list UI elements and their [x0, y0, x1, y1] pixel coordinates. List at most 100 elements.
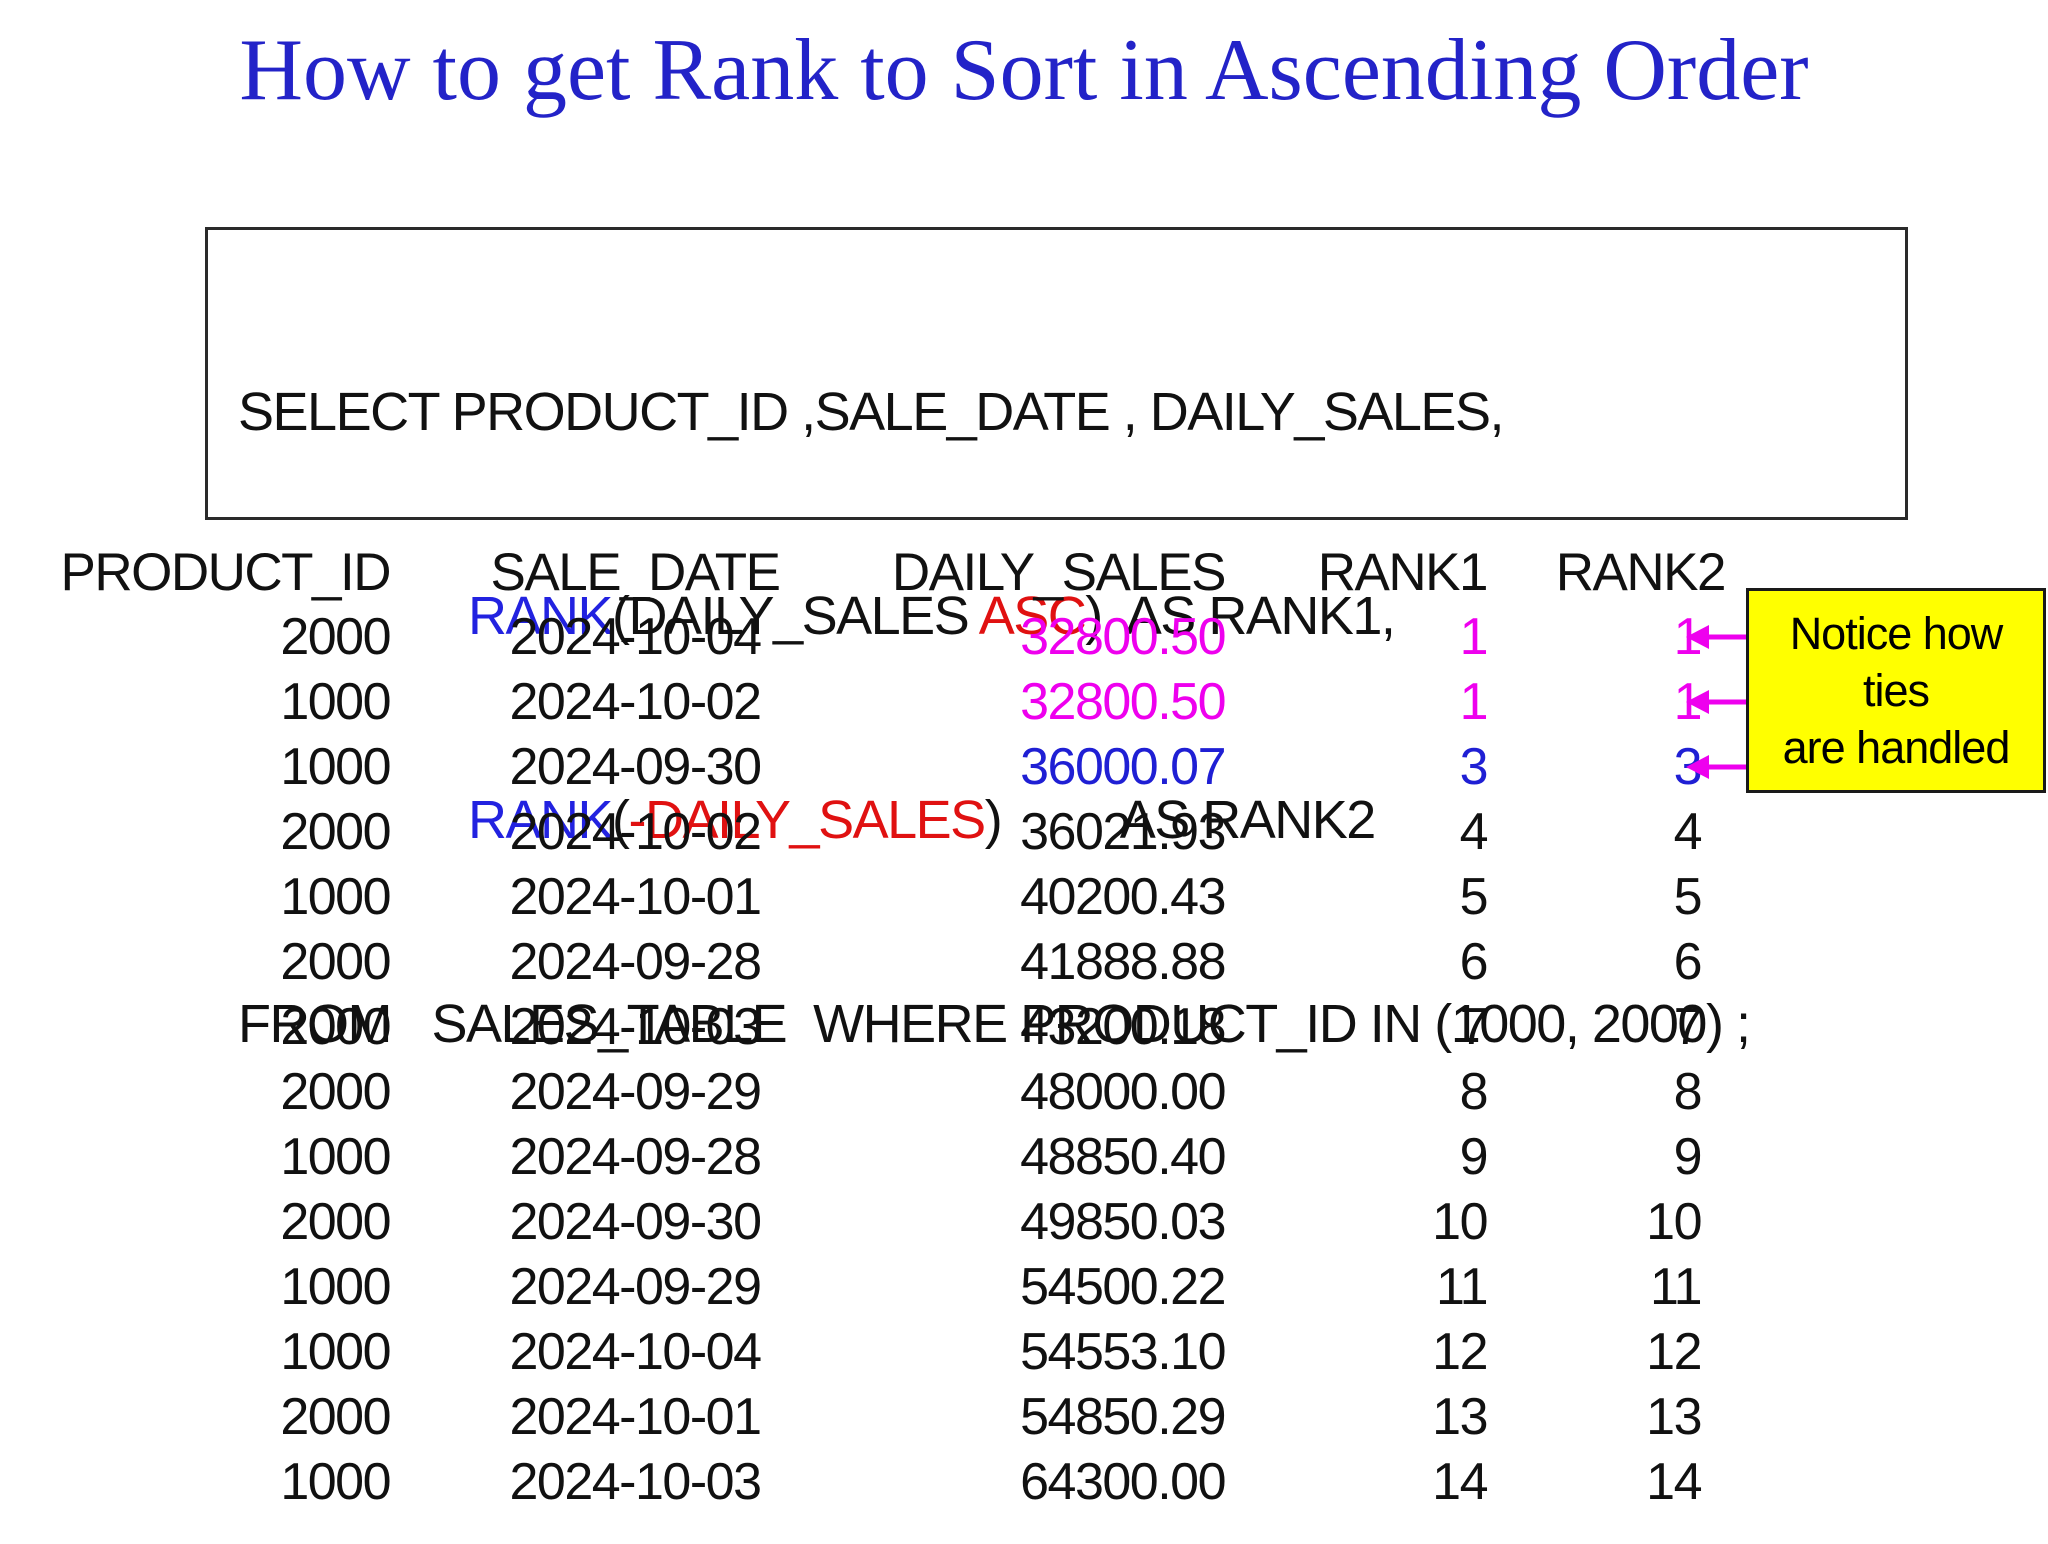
sale-date-cell: 2024-10-02	[509, 672, 763, 731]
sale-date-cell: 2024-09-29	[509, 1257, 763, 1316]
sql-rank1-keyword: RANK	[468, 586, 614, 646]
rank2-cell: 4	[1673, 802, 1703, 861]
rank1-cell: 5	[1459, 867, 1489, 926]
sale-date-cell: 2024-10-03	[509, 1452, 763, 1511]
daily-sales-cell: 36000.07	[1020, 737, 1226, 796]
daily-sales-cell: 64300.00	[1020, 1452, 1226, 1511]
ties-note-line: are handled	[1782, 722, 2011, 773]
sale-date-cell: 2024-10-02	[509, 802, 763, 861]
table-row: 2000 2024-10-02 36021.93 4 4	[0, 799, 1725, 864]
rank2-cell: 6	[1673, 932, 1703, 991]
rank1-cell: 9	[1459, 1127, 1489, 1186]
daily-sales-cell: 32800.50	[1020, 672, 1226, 731]
product-id-cell: 2000	[280, 607, 391, 666]
ties-note-line: Notice how	[1789, 608, 2004, 659]
sql-rank1-arg: (DAILY_SALES	[612, 586, 979, 646]
rank2-cell: 12	[1646, 1322, 1702, 1381]
rank1-cell: 7	[1459, 997, 1489, 1056]
table-row: 2000 2024-09-28 41888.88 6 6	[0, 929, 1725, 994]
column-header-rank2: RANK2	[1555, 542, 1727, 602]
rank1-cell: 11	[1436, 1257, 1488, 1316]
sql-line-from: FROM SALES_TABLE WHERE PRODUCT_ID IN (10…	[238, 990, 1905, 1058]
daily-sales-cell: 48000.00	[1020, 1062, 1226, 1121]
rank1-cell: 4	[1459, 802, 1489, 861]
product-id-cell: 2000	[280, 1062, 391, 1121]
sql-code-box: SELECT PRODUCT_ID ,SALE_DATE , DAILY_SAL…	[205, 227, 1908, 1054]
product-id-cell: 1000	[280, 1322, 391, 1381]
sale-date-cell: 2024-10-01	[509, 1387, 763, 1446]
product-id-cell: 2000	[280, 1192, 391, 1251]
sale-date-cell: 2024-09-28	[509, 932, 763, 991]
product-id-cell: 2000	[280, 802, 391, 861]
daily-sales-cell: 48850.40	[1020, 1127, 1226, 1186]
ties-note-line: ties	[1862, 665, 1930, 716]
rank1-cell: 12	[1432, 1322, 1488, 1381]
daily-sales-cell: 43200.18	[1020, 997, 1226, 1056]
daily-sales-cell: 32800.50	[1020, 607, 1226, 666]
product-id-cell: 1000	[280, 737, 391, 796]
table-row: 1000 2024-10-03 64300.00 14 14	[0, 1449, 1725, 1514]
product-id-cell: 2000	[280, 1387, 391, 1446]
column-header-product-id: PRODUCT_ID	[60, 542, 391, 602]
sql-select-text: SELECT PRODUCT_ID ,SALE_DATE , DAILY_SAL…	[238, 382, 1504, 442]
sql-rank2-keyword: RANK	[468, 790, 614, 850]
tie-arrow-icon	[1684, 621, 1746, 653]
sale-date-cell: 2024-09-28	[509, 1127, 763, 1186]
rank1-cell: 10	[1432, 1192, 1488, 1251]
rank2-cell: 9	[1673, 1127, 1703, 1186]
sql-from-text: FROM SALES_TABLE WHERE PRODUCT_ID IN (10…	[238, 994, 1751, 1054]
rank2-cell: 13	[1646, 1387, 1702, 1446]
sale-date-cell: 2024-10-04	[509, 1322, 763, 1381]
product-id-cell: 1000	[280, 672, 391, 731]
sale-date-cell: 2024-10-03	[509, 997, 763, 1056]
sale-date-cell: 2024-09-29	[509, 1062, 763, 1121]
daily-sales-cell: 49850.03	[1020, 1192, 1226, 1251]
daily-sales-cell: 54553.10	[1020, 1322, 1226, 1381]
column-header-rank1: RANK1	[1317, 542, 1489, 602]
sql-rank1-asc: ASC	[978, 586, 1087, 646]
tie-arrow-icon	[1684, 686, 1746, 718]
header-row: PRODUCT_ID SALE_DATE DAILY_SALES RANK1 R…	[0, 540, 1727, 604]
daily-sales-cell: 40200.43	[1020, 867, 1226, 926]
rank1-cell: 6	[1459, 932, 1489, 991]
daily-sales-cell: 36021.93	[1020, 802, 1226, 861]
daily-sales-cell: 54500.22	[1020, 1257, 1226, 1316]
table-row: 2000 2024-09-30 49850.03 10 10	[0, 1189, 1725, 1254]
sale-date-cell: 2024-09-30	[509, 737, 763, 796]
table-row: 1000 2024-09-29 54500.22 11 11	[0, 1254, 1725, 1319]
rank2-cell: 14	[1646, 1452, 1702, 1511]
rank1-cell: 1	[1459, 672, 1489, 731]
rank2-cell: 5	[1673, 867, 1703, 926]
product-id-cell: 1000	[280, 867, 391, 926]
product-id-cell: 1000	[280, 1257, 391, 1316]
rank2-cell: 8	[1673, 1062, 1703, 1121]
rank1-cell: 3	[1459, 737, 1489, 796]
product-id-cell: 1000	[280, 1127, 391, 1186]
column-header-daily-sales: DAILY_SALES	[891, 542, 1227, 602]
rank1-cell: 8	[1459, 1062, 1489, 1121]
table-row: 2000 2024-10-03 43200.18 7 7	[0, 994, 1725, 1059]
sale-date-cell: 2024-10-01	[509, 867, 763, 926]
sale-date-cell: 2024-09-30	[509, 1192, 763, 1251]
rank2-cell: 10	[1646, 1192, 1702, 1251]
daily-sales-cell: 41888.88	[1020, 932, 1226, 991]
results-table: PRODUCT_ID SALE_DATE DAILY_SALES RANK1 R…	[0, 540, 1727, 1514]
sales-table-body: 20002024-10-0432800.501110002024-10-0232…	[0, 604, 1725, 1514]
product-id-cell: 1000	[280, 1452, 391, 1511]
table-row: 2000 2024-09-29 48000.00 8 8	[0, 1059, 1725, 1124]
product-id-cell: 2000	[280, 997, 391, 1056]
table-row: 1000 2024-09-28 48850.40 9 9	[0, 1124, 1725, 1189]
rank1-cell: 13	[1432, 1387, 1488, 1446]
results-table-header: PRODUCT_ID SALE_DATE DAILY_SALES RANK1 R…	[0, 540, 1727, 604]
sql-rank2-neg-arg: -DAILY_SALES	[628, 790, 987, 850]
sql-line-select: SELECT PRODUCT_ID ,SALE_DATE , DAILY_SAL…	[238, 378, 1905, 446]
sale-date-cell: 2024-10-04	[509, 607, 763, 666]
sql-line-rank1: RANK(DAILY_SALES ASC) AS RANK1,	[238, 582, 1905, 650]
table-row: 1000 2024-10-01 40200.43 5 5	[0, 864, 1725, 929]
ties-note: Notice how ties are handled	[1746, 588, 2046, 793]
rank1-cell: 14	[1432, 1452, 1488, 1511]
sql-line-rank2: RANK(-DAILY_SALES) AS RANK2	[238, 786, 1905, 854]
